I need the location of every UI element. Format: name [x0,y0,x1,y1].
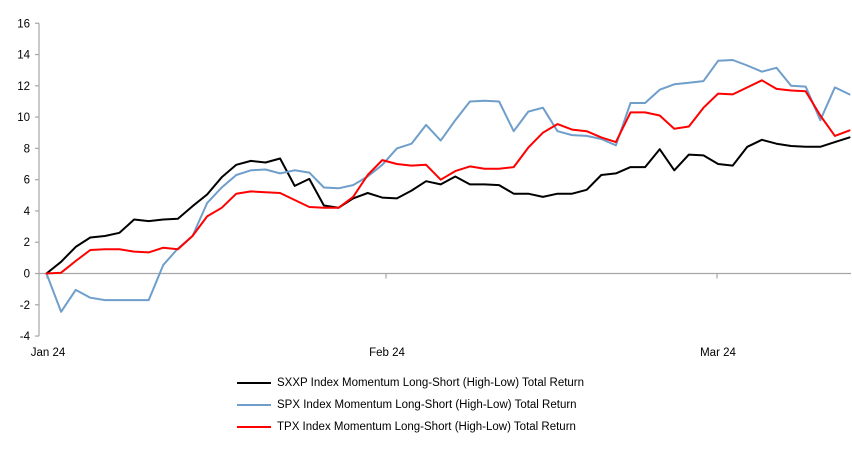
y-tick-label: 6 [24,175,30,187]
series-lines [45,59,851,313]
y-tick-label: 16 [17,18,30,30]
y-axis: 16 14 12 10 8 6 4 2 0 -2 -4 [17,18,40,343]
x-axis: Jan 24 Feb 24 Mar 24 [31,272,851,359]
legend-item-sxxp: SXXP Index Momentum Long-Short (High-Low… [237,372,584,394]
y-tick-label: 2 [24,237,30,249]
legend-label-tpx: TPX Index Momentum Long-Short (High-Low)… [277,421,576,433]
tpx-series-line [45,79,851,275]
y-tick-label: 10 [17,112,30,124]
chart-legend: SXXP Index Momentum Long-Short (High-Low… [237,372,584,438]
x-tick-label: Jan 24 [31,347,66,359]
x-tick-label: Mar 24 [700,347,736,359]
y-tick-label: 8 [24,143,30,155]
legend-line-swatch-sxxp [237,382,271,384]
y-tick-label: 12 [17,81,30,93]
legend-line-swatch-tpx [237,426,271,428]
y-tick-label: 4 [24,206,31,218]
y-tick-label: 14 [17,50,30,62]
legend-label-sxxp: SXXP Index Momentum Long-Short (High-Low… [277,377,585,389]
y-tick-label: -4 [20,331,31,343]
legend-label-spx: SPX Index Momentum Long-Short (High-Low)… [277,399,577,411]
x-tick-label: Feb 24 [369,347,405,359]
chart-plot-area: 16 14 12 10 8 6 4 2 0 -2 -4 Jan 24 Feb 24 Mar 24 [17,18,851,359]
y-tick-label: 0 [24,269,30,281]
y-tick-label: -2 [20,300,30,312]
sxxp-series-line [45,136,851,275]
legend-item-spx: SPX Index Momentum Long-Short (High-Low)… [237,394,584,416]
legend-line-swatch-spx [237,404,271,406]
legend-item-tpx: TPX Index Momentum Long-Short (High-Low)… [237,416,584,438]
